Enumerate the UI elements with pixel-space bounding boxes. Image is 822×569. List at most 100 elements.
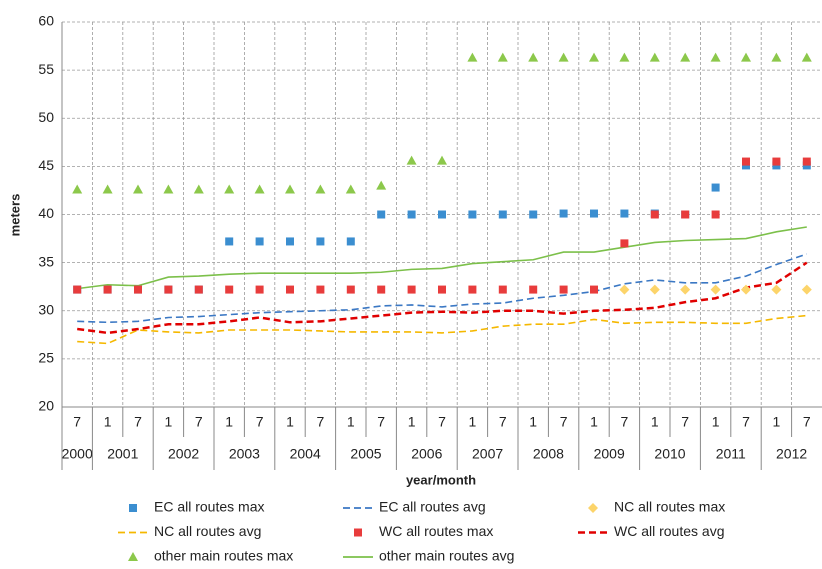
marker — [437, 155, 447, 165]
x-tick-label: 7 — [621, 414, 629, 430]
legend-label: NC all routes avg — [154, 523, 261, 539]
x-tick-label: 7 — [803, 414, 811, 430]
x-tick-label: 1 — [225, 414, 233, 430]
x-tick-label: 7 — [681, 414, 689, 430]
marker — [529, 210, 538, 219]
legend-label: other main routes max — [154, 548, 293, 564]
legend-label: EC all routes max — [154, 499, 264, 515]
marker — [129, 504, 137, 512]
x-tick-label: 7 — [256, 414, 264, 430]
x-group-label: 2003 — [229, 446, 260, 462]
x-group-label: 2000 — [62, 446, 93, 462]
marker — [102, 184, 113, 194]
marker — [620, 239, 629, 248]
y-tick-label: 25 — [38, 350, 54, 366]
marker — [467, 52, 478, 62]
marker — [164, 285, 173, 294]
y-tick-label: 40 — [38, 205, 54, 221]
series-line — [77, 253, 808, 324]
y-tick-label: 50 — [38, 109, 54, 125]
x-group-label: 2007 — [472, 446, 503, 462]
marker — [468, 210, 477, 219]
marker — [681, 210, 690, 219]
x-tick-label: 7 — [438, 414, 446, 430]
legend-label: other main routes avg — [379, 548, 514, 564]
series-line — [77, 314, 807, 345]
x-group-label: 2010 — [654, 446, 685, 462]
marker — [225, 285, 234, 294]
marker — [316, 237, 325, 246]
x-group-label: 2012 — [776, 446, 807, 462]
series-line — [77, 226, 807, 290]
marker — [224, 184, 235, 194]
marker — [438, 210, 446, 219]
x-axis-title: year/month — [406, 472, 476, 487]
y-tick-label: 55 — [38, 61, 54, 77]
marker — [315, 184, 326, 194]
marker — [346, 285, 355, 294]
legend-label: WC all routes avg — [614, 523, 724, 539]
x-tick-label: 1 — [590, 414, 598, 430]
y-tick-label: 35 — [38, 253, 54, 269]
x-tick-label: 1 — [773, 414, 781, 430]
marker — [590, 209, 598, 218]
marker — [711, 210, 720, 219]
x-tick-label: 1 — [286, 414, 294, 430]
marker — [590, 285, 598, 294]
marker — [225, 237, 234, 246]
marker — [771, 52, 782, 62]
marker — [406, 155, 417, 165]
marker — [407, 285, 416, 294]
series-line — [77, 261, 808, 335]
marker — [680, 52, 691, 62]
marker — [711, 183, 720, 192]
x-group-label: 2002 — [168, 446, 199, 462]
marker — [72, 184, 83, 194]
marker — [649, 284, 660, 295]
y-tick-label: 60 — [38, 13, 54, 29]
x-tick-label: 1 — [104, 414, 112, 430]
y-tick-label: 20 — [38, 398, 54, 414]
marker — [73, 285, 82, 294]
marker — [438, 285, 446, 294]
marker — [354, 528, 362, 537]
x-tick-label: 1 — [651, 414, 659, 430]
legend-label: WC all routes max — [379, 523, 493, 539]
marker — [193, 184, 204, 194]
marker — [559, 209, 568, 218]
x-tick-label: 7 — [499, 414, 507, 430]
marker — [620, 209, 629, 218]
x-tick-label: 1 — [408, 414, 416, 430]
marker — [559, 285, 568, 294]
x-tick-label: 1 — [347, 414, 355, 430]
marker — [285, 184, 295, 194]
x-group-label: 2001 — [107, 446, 138, 462]
marker — [103, 285, 112, 294]
marker — [710, 52, 721, 62]
legend-label: NC all routes max — [614, 499, 725, 515]
x-group-label: 2008 — [533, 446, 564, 462]
x-group-label: 2011 — [716, 446, 746, 462]
marker — [134, 285, 142, 294]
marker — [133, 184, 143, 194]
marker — [286, 237, 294, 246]
marker — [128, 552, 138, 561]
x-tick-label: 7 — [317, 414, 325, 430]
marker — [710, 284, 721, 295]
marker — [376, 180, 387, 190]
marker — [468, 285, 477, 294]
legend-label: EC all routes avg — [379, 499, 486, 515]
marker — [650, 210, 659, 219]
marker — [802, 157, 811, 166]
x-tick-label: 7 — [73, 414, 81, 430]
marker — [619, 52, 630, 62]
y-axis-title: meters — [7, 194, 22, 237]
marker — [801, 52, 812, 62]
marker — [558, 52, 569, 62]
marker — [801, 284, 812, 295]
marker — [286, 285, 294, 294]
marker — [316, 285, 325, 294]
marker — [529, 285, 538, 294]
marker — [377, 285, 386, 294]
